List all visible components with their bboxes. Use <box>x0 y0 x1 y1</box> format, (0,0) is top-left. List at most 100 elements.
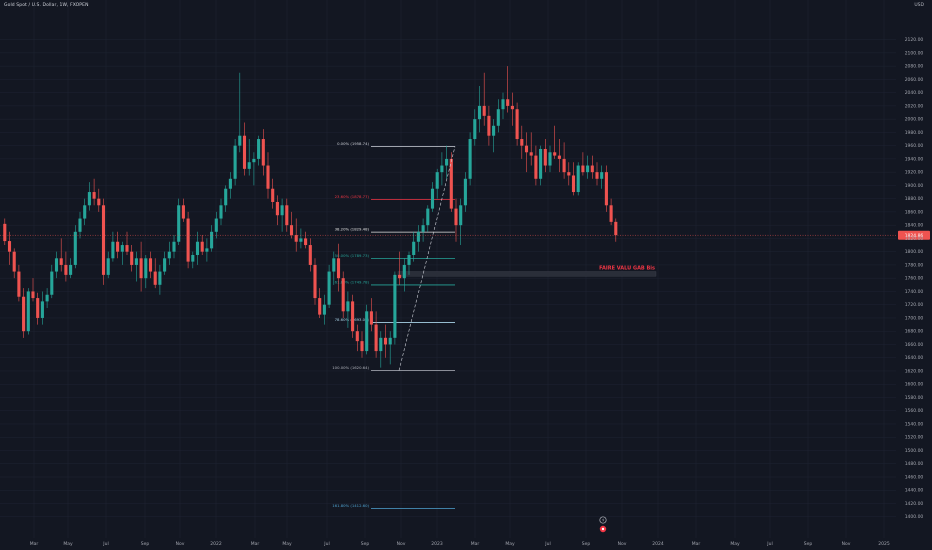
candle[interactable] <box>374 311 378 358</box>
candle[interactable] <box>440 152 444 186</box>
candle[interactable] <box>421 218 425 242</box>
candle[interactable] <box>31 278 35 302</box>
candle[interactable] <box>167 241 171 265</box>
candle[interactable] <box>548 145 552 173</box>
candle[interactable] <box>562 142 566 179</box>
candle[interactable] <box>553 125 557 159</box>
candle[interactable] <box>106 251 110 279</box>
event-markers[interactable] <box>599 516 607 533</box>
candle[interactable] <box>266 152 270 199</box>
candle[interactable] <box>355 324 359 352</box>
candle[interactable] <box>172 235 176 259</box>
candle[interactable] <box>116 231 120 259</box>
candle[interactable] <box>26 288 30 335</box>
candle[interactable] <box>482 72 486 126</box>
candle[interactable] <box>12 248 16 279</box>
candle[interactable] <box>473 109 477 146</box>
candle[interactable] <box>412 231 416 262</box>
candle[interactable] <box>111 231 115 262</box>
candle[interactable] <box>101 198 106 285</box>
candles[interactable] <box>3 66 618 368</box>
candle[interactable] <box>92 178 96 206</box>
candle[interactable] <box>22 288 26 338</box>
candle[interactable] <box>40 291 44 325</box>
candle[interactable] <box>416 225 420 252</box>
candle[interactable] <box>139 241 143 292</box>
candle[interactable] <box>604 165 608 212</box>
candle[interactable] <box>393 271 397 345</box>
candle[interactable] <box>210 225 214 252</box>
candle[interactable] <box>200 235 204 255</box>
candle[interactable] <box>477 86 482 133</box>
candle[interactable] <box>125 231 129 255</box>
candle[interactable] <box>318 288 322 318</box>
candle[interactable] <box>383 324 388 358</box>
candle[interactable] <box>426 205 430 232</box>
candle[interactable] <box>163 251 167 275</box>
candle[interactable] <box>242 122 247 176</box>
candle[interactable] <box>219 198 223 226</box>
candle[interactable] <box>257 135 261 166</box>
candle[interactable] <box>365 304 369 355</box>
candle[interactable] <box>238 72 242 153</box>
candle[interactable] <box>534 145 538 186</box>
candle[interactable] <box>50 264 54 299</box>
candle[interactable] <box>402 258 406 292</box>
candle[interactable] <box>158 264 162 295</box>
candle[interactable] <box>557 139 561 173</box>
candle[interactable] <box>609 198 613 226</box>
candle[interactable] <box>7 231 12 265</box>
candle[interactable] <box>275 195 279 226</box>
candle[interactable] <box>576 162 580 196</box>
candle[interactable] <box>224 185 228 212</box>
candle[interactable] <box>214 211 218 239</box>
candle[interactable] <box>73 225 77 269</box>
candle[interactable] <box>299 228 303 249</box>
candle[interactable] <box>130 245 134 272</box>
candle[interactable] <box>327 264 331 309</box>
candle[interactable] <box>379 331 383 368</box>
candle[interactable] <box>571 162 576 196</box>
candle[interactable] <box>304 231 308 249</box>
candle[interactable] <box>233 139 237 186</box>
candle[interactable] <box>567 162 571 186</box>
candle[interactable] <box>595 162 599 186</box>
candle[interactable] <box>346 291 350 328</box>
candle[interactable] <box>454 198 458 242</box>
candle[interactable] <box>186 211 190 269</box>
candle[interactable] <box>510 92 514 126</box>
candle[interactable] <box>463 172 467 212</box>
candle[interactable] <box>322 294 326 325</box>
candle[interactable] <box>280 198 284 232</box>
candle[interactable] <box>148 251 153 279</box>
candle[interactable] <box>191 251 195 269</box>
candle[interactable] <box>407 251 411 275</box>
candle[interactable] <box>600 165 604 189</box>
candle[interactable] <box>435 168 439 199</box>
candle[interactable] <box>388 331 392 365</box>
candle[interactable] <box>459 198 463 246</box>
candle[interactable] <box>501 92 505 120</box>
candle[interactable] <box>590 155 594 179</box>
candle[interactable] <box>17 264 21 302</box>
candle[interactable] <box>586 155 590 179</box>
trend-line[interactable] <box>398 146 456 371</box>
candle[interactable] <box>83 198 87 226</box>
candle[interactable] <box>539 145 543 186</box>
candle[interactable] <box>36 292 40 325</box>
price-axis[interactable]: 1400.00 1420.00 1440.00 1460.00 1480.00 1500.… <box>905 37 924 520</box>
candle[interactable] <box>332 251 336 285</box>
candle[interactable] <box>524 132 529 173</box>
fib-level[interactable]: 23.60% (1878.77) <box>335 194 455 200</box>
fib-level[interactable]: 50.00% (1789.73) <box>335 253 455 259</box>
candle[interactable] <box>492 119 496 153</box>
candle[interactable] <box>341 271 345 318</box>
candle[interactable] <box>487 105 491 146</box>
candle[interactable] <box>369 298 373 332</box>
candle[interactable] <box>177 198 181 246</box>
candle[interactable] <box>3 218 7 246</box>
candle[interactable] <box>153 258 157 289</box>
dividend-event-marker[interactable] <box>599 516 607 524</box>
candle[interactable] <box>54 251 59 279</box>
